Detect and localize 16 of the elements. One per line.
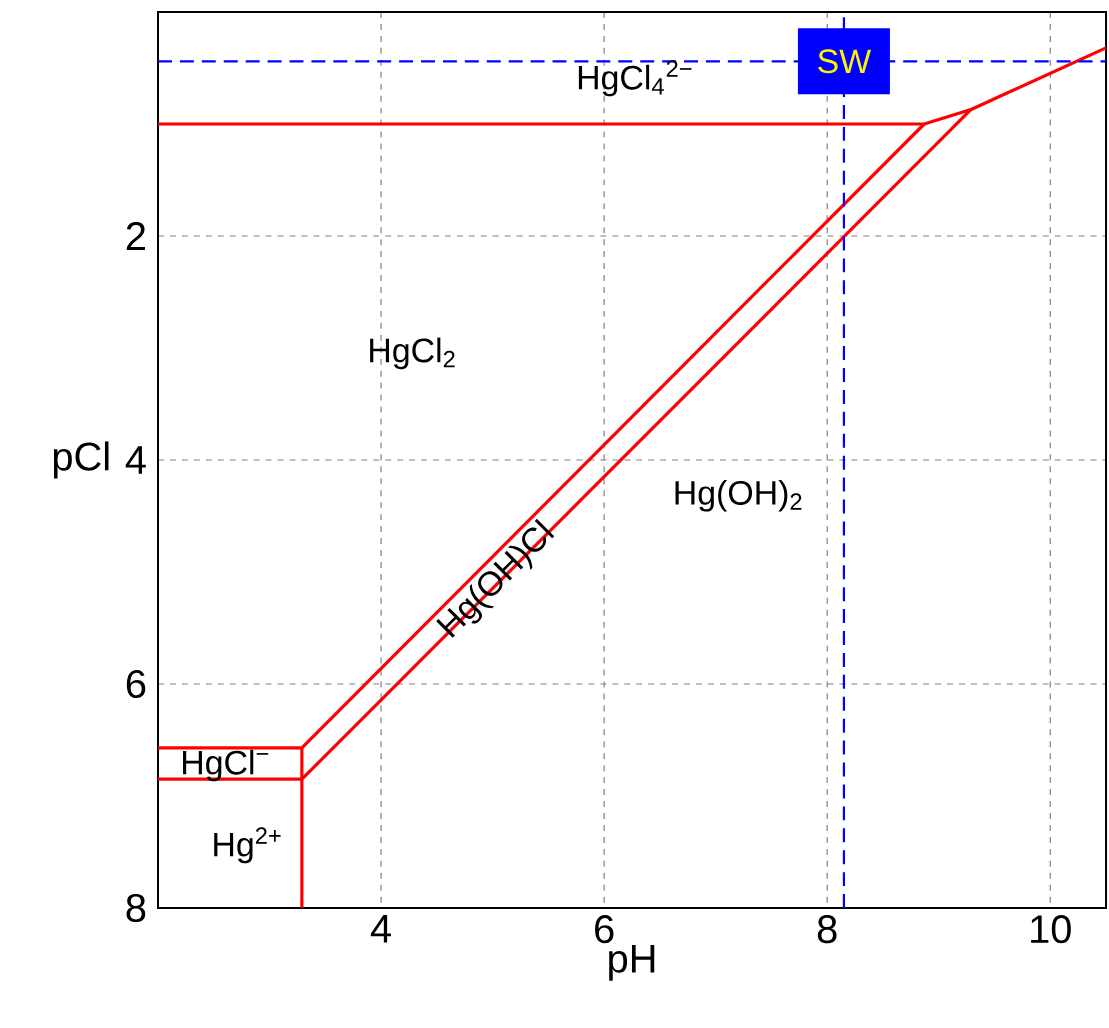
y-tick-label: 8 bbox=[126, 893, 146, 923]
annotation: Hg(OH)$_{2}$ bbox=[675, 480, 802, 512]
annotation: HgCl$_{2}$ bbox=[370, 337, 455, 370]
annotation: SW bbox=[818, 49, 872, 74]
annotation: HgCl$_{4}$2− bbox=[578, 60, 692, 97]
y-tick-label: 4 bbox=[125, 446, 146, 474]
x-tick-label: 10 bbox=[1031, 915, 1071, 944]
x-tick-label: 4 bbox=[370, 915, 391, 943]
y-tick-label: 6 bbox=[126, 669, 146, 699]
x-tick-label: 6 bbox=[595, 915, 614, 944]
x-tick-label: 8 bbox=[817, 915, 837, 944]
annotation: HgCl$^{−}$ bbox=[183, 749, 269, 782]
annotation: Hg$^{2+}$ bbox=[214, 827, 281, 864]
y-axis-title: pCl bbox=[53, 441, 109, 479]
y-tick-label: 2 bbox=[126, 222, 145, 250]
x-axis-title: pH bbox=[609, 944, 655, 981]
